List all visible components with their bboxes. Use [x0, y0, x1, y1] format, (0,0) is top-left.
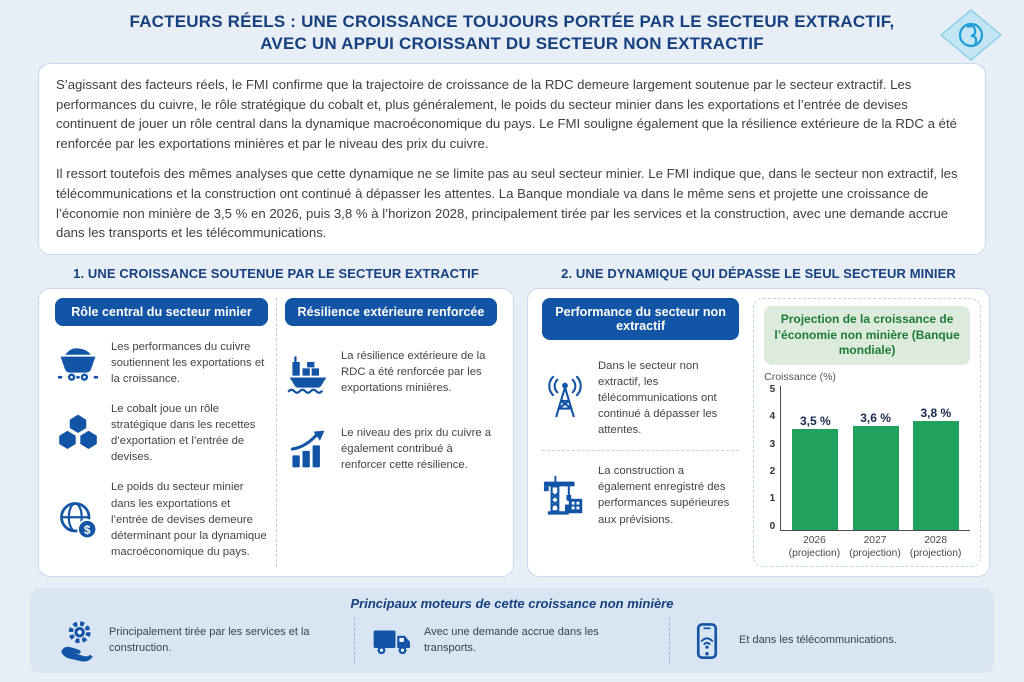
intro-box: S’agissant des facteurs réels, le FMI co…: [38, 62, 986, 256]
section1-panel: Rôle central du secteur minier: [38, 288, 514, 577]
resilience-pill: Résilience extérieure renforcée: [285, 298, 497, 327]
drivers-title: Principaux moteurs de cette croissance n…: [350, 595, 674, 611]
list-item-text: Le cobalt joue un rôle stratégique dans …: [111, 403, 256, 464]
list-item: La construction a également enregistré d…: [542, 450, 740, 539]
bar-value-label: 3,8 %: [920, 405, 952, 420]
non-extractive-pill: Performance du secteur non extractif: [542, 298, 740, 341]
growth-projection-chart: Projection de la croissance de l’économi…: [753, 298, 981, 567]
intro-paragraph-1: S’agissant des facteurs réels, le FMI co…: [56, 76, 957, 152]
list-item: $ Le poids du secteur minier dans les ex…: [55, 472, 268, 566]
x-label-year: 2028: [924, 534, 948, 546]
chart-y-axis-label: Croissance (%): [764, 371, 836, 384]
y-tick: 0: [769, 520, 776, 532]
growth-drivers-band: Principaux moteurs de cette croissance n…: [30, 587, 994, 673]
y-tick: 5: [769, 384, 776, 396]
list-item-text: Principalement tirée par les services et…: [109, 626, 310, 654]
page-title-line1: FACTEURS RÉELS : UNE CROISSANCE TOUJOURS…: [129, 12, 895, 31]
growth-chart-icon: [285, 427, 331, 471]
section1-heading: 1. UNE CROISSANCE SOUTENUE PAR LE SECTEU…: [73, 266, 479, 282]
y-tick: 4: [769, 411, 776, 423]
section2-heading: 2. UNE DYNAMIQUE QUI DÉPASSE LE SEUL SEC…: [561, 266, 956, 282]
main-sections: 1. UNE CROISSANCE SOUTENUE PAR LE SECTEU…: [38, 264, 990, 577]
x-label-note: (projection): [788, 548, 841, 560]
y-tick: 2: [769, 466, 776, 478]
crane-icon: [542, 472, 588, 518]
mining-role-pill: Rôle central du secteur minier: [55, 298, 268, 327]
list-item-text: Les performances du cuivre soutiennent l…: [111, 341, 265, 386]
bar: [912, 420, 959, 530]
bar: [792, 429, 839, 530]
x-label-year: 2026: [802, 534, 826, 546]
y-tick: 3: [769, 438, 776, 450]
globe-dollar-icon: $: [55, 498, 101, 542]
drivers-items: Principalement tirée par les services et…: [40, 617, 984, 664]
central-bank-logo-icon: [938, 8, 1004, 62]
page-title-line2: AVEC UN APPUI CROISSANT DU SECTEUR NON E…: [260, 34, 764, 54]
bar-2028: 3,8 %: [908, 386, 964, 530]
list-item-text: Avec une demande accrue dans les transpo…: [424, 626, 599, 654]
section2-panel: Performance du secteur non extractif: [527, 288, 990, 577]
list-item-text: Le niveau des prix du cuivre a également…: [341, 427, 492, 472]
list-item-text: Le poids du secteur minier dans les expo…: [111, 481, 267, 558]
cargo-ship-icon: [285, 350, 331, 395]
chart-title: Projection de la croissance de l’économi…: [764, 306, 970, 366]
list-item: Dans le secteur non extractif, les téléc…: [542, 346, 739, 450]
chart-y-ticks: 5 4 3 2 1 0: [764, 384, 780, 532]
bar-2026: 3,5 %: [787, 386, 843, 530]
mine-cart-icon: [55, 341, 101, 385]
antenna-icon: [542, 375, 588, 421]
bar-value-label: 3,5 %: [799, 414, 831, 429]
truck-icon: [371, 620, 413, 662]
list-item-text: La construction a également enregistré d…: [598, 465, 730, 526]
y-tick: 1: [769, 493, 776, 505]
chart-bars: 3,5 % 3,6 % 3,8 %: [780, 386, 970, 531]
non-extractive-column: Performance du secteur non extractif: [536, 298, 745, 566]
list-item: La résilience extérieure de la RDC a été…: [285, 332, 497, 403]
list-item: Principalement tirée par les services et…: [40, 618, 354, 664]
x-label-note: (projection): [909, 548, 962, 560]
bar-value-label: 3,6 %: [860, 411, 891, 426]
phone-wifi-icon: [686, 620, 728, 662]
bar: [852, 426, 899, 530]
minerals-icon: [55, 411, 101, 455]
resilience-column: Résilience extérieure renforcée: [276, 298, 505, 567]
list-item: Le niveau des prix du cuivre a également…: [285, 403, 497, 480]
list-item-text: La résilience extérieure de la RDC a été…: [341, 350, 486, 395]
gear-hand-icon: [56, 620, 98, 662]
list-item: Le cobalt joue un rôle stratégique dans …: [55, 394, 268, 472]
x-label-2028: 2028 (projection): [907, 534, 963, 561]
x-label-note: (projection): [849, 548, 901, 560]
x-label-2026: 2026 (projection): [786, 534, 842, 561]
list-item-text: Et dans les télécommunications.: [739, 634, 897, 647]
list-item: Les performances du cuivre soutiennent l…: [55, 332, 268, 394]
page-title: FACTEURS RÉELS : UNE CROISSANCE TOUJOURS…: [0, 11, 1024, 56]
section-extractive-growth: 1. UNE CROISSANCE SOUTENUE PAR LE SECTEU…: [38, 264, 514, 577]
section-non-extractive: 2. UNE DYNAMIQUE QUI DÉPASSE LE SEUL SEC…: [527, 264, 990, 577]
chart-plot-area: 5 4 3 2 1 0 3,5 %: [764, 384, 970, 532]
header: FACTEURS RÉELS : UNE CROISSANCE TOUJOURS…: [0, 0, 1024, 61]
list-item-text: Dans le secteur non extractif, les téléc…: [598, 360, 718, 437]
chart-x-labels: 2026 (projection) 2027 (projection) 2028…: [780, 531, 970, 561]
mining-role-column: Rôle central du secteur minier: [47, 298, 276, 566]
list-item: Avec une demande accrue dans les transpo…: [354, 617, 669, 664]
bar-2027: 3,6 %: [848, 386, 904, 530]
svg-text:$: $: [84, 522, 91, 536]
intro-paragraph-2: Il ressort toutefois des mêmes analyses …: [56, 166, 958, 241]
list-item: Et dans les télécommunications.: [669, 617, 984, 664]
x-label-2027: 2027 (projection): [847, 534, 903, 561]
x-label-year: 2027: [863, 534, 887, 546]
